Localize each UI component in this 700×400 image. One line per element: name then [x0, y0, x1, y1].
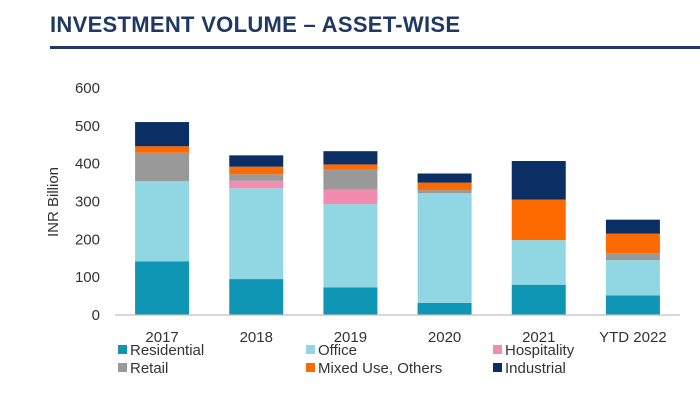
bar-segment-residential-2017	[135, 261, 190, 315]
bars	[135, 122, 660, 315]
bar-segment-mixed-use-others-2018	[229, 166, 284, 175]
x-axis: 2017 2018 2019 2020 2021 YTD 2022	[115, 314, 680, 346]
bar-segment-industrial-2019	[323, 151, 378, 165]
bar-segment-residential-2021	[511, 284, 566, 315]
legend-label: Mixed Use, Others	[318, 360, 442, 377]
legend-swatch	[306, 345, 315, 354]
x-tick-label: 2019	[334, 329, 367, 346]
x-tick-label: 2017	[145, 329, 178, 346]
bar-segment-industrial-2021	[511, 161, 566, 200]
legend-item: Office	[306, 342, 357, 359]
legend-label: Hospitality	[505, 342, 575, 359]
y-tick-label: 600	[75, 80, 100, 97]
bar-segment-retail-2017	[135, 152, 190, 182]
y-axis: 0 100 200 300 400 500 600	[75, 80, 100, 324]
bar-segment-retail-2018	[229, 174, 284, 181]
bar-segment-residential-ytd-2022	[605, 295, 660, 315]
legend-label: Retail	[130, 360, 168, 377]
bar-segment-mixed-use-others-2019	[323, 164, 378, 169]
bar-segment-mixed-use-others-ytd-2022	[605, 233, 660, 254]
legend-label: Residential	[130, 342, 204, 359]
y-tick-label: 0	[92, 307, 100, 324]
bar-segment-residential-2018	[229, 279, 284, 315]
bar-segment-industrial-ytd-2022	[605, 219, 660, 234]
legend-label: Industrial	[505, 360, 566, 377]
bar-segment-residential-2020	[417, 302, 472, 315]
bar-segment-office-2020	[417, 193, 472, 303]
bar-segment-hospitality-2018	[229, 180, 284, 189]
legend: Residential Office Hospitality Retail Mixed …	[118, 342, 575, 377]
bar-segment-office-2017	[135, 181, 190, 262]
legend-swatch	[493, 345, 502, 354]
bar-segment-office-2019	[323, 204, 378, 288]
bar-segment-industrial-2018	[229, 155, 284, 167]
y-axis-label: INR Billion	[45, 167, 62, 237]
legend-item: Mixed Use, Others	[306, 360, 442, 377]
bar-segment-office-2021	[511, 240, 566, 285]
bar-segment-office-ytd-2022	[605, 260, 660, 296]
bar-segment-retail-ytd-2022	[605, 253, 660, 261]
bar-segment-mixed-use-others-2017	[135, 146, 190, 153]
x-tick-label: 2020	[428, 329, 461, 346]
bar-segment-retail-2019	[323, 168, 378, 190]
chart-title: INVESTMENT VOLUME – ASSET-WISE	[50, 12, 461, 37]
bar-segment-hospitality-2019	[323, 189, 378, 205]
legend-item: Retail	[118, 360, 168, 377]
bar-segment-residential-2019	[323, 287, 378, 315]
bar-segment-mixed-use-others-2020	[417, 182, 472, 191]
bar-segment-office-2018	[229, 188, 284, 280]
title-underline	[50, 46, 700, 49]
x-tick-label: 2018	[240, 329, 273, 346]
bar-segment-mixed-use-others-2021	[511, 199, 566, 241]
bar-segment-industrial-2020	[417, 173, 472, 183]
bar-segment-industrial-2017	[135, 122, 190, 147]
y-tick-label: 100	[75, 269, 100, 286]
legend-swatch	[493, 363, 502, 372]
x-tick-label: 2021	[522, 329, 555, 346]
legend-swatch	[118, 363, 127, 372]
legend-item: Hospitality	[493, 342, 575, 359]
x-tick-label: YTD 2022	[599, 329, 667, 346]
y-tick-label: 200	[75, 231, 100, 248]
legend-label: Office	[318, 342, 357, 359]
bar-segment-retail-2020	[417, 190, 472, 194]
legend-item: Industrial	[493, 360, 566, 377]
y-tick-label: 300	[75, 194, 100, 211]
y-tick-label: 400	[75, 156, 100, 173]
legend-item: Residential	[118, 342, 204, 359]
legend-swatch	[118, 345, 127, 354]
legend-swatch	[306, 363, 315, 372]
y-tick-label: 500	[75, 118, 100, 135]
